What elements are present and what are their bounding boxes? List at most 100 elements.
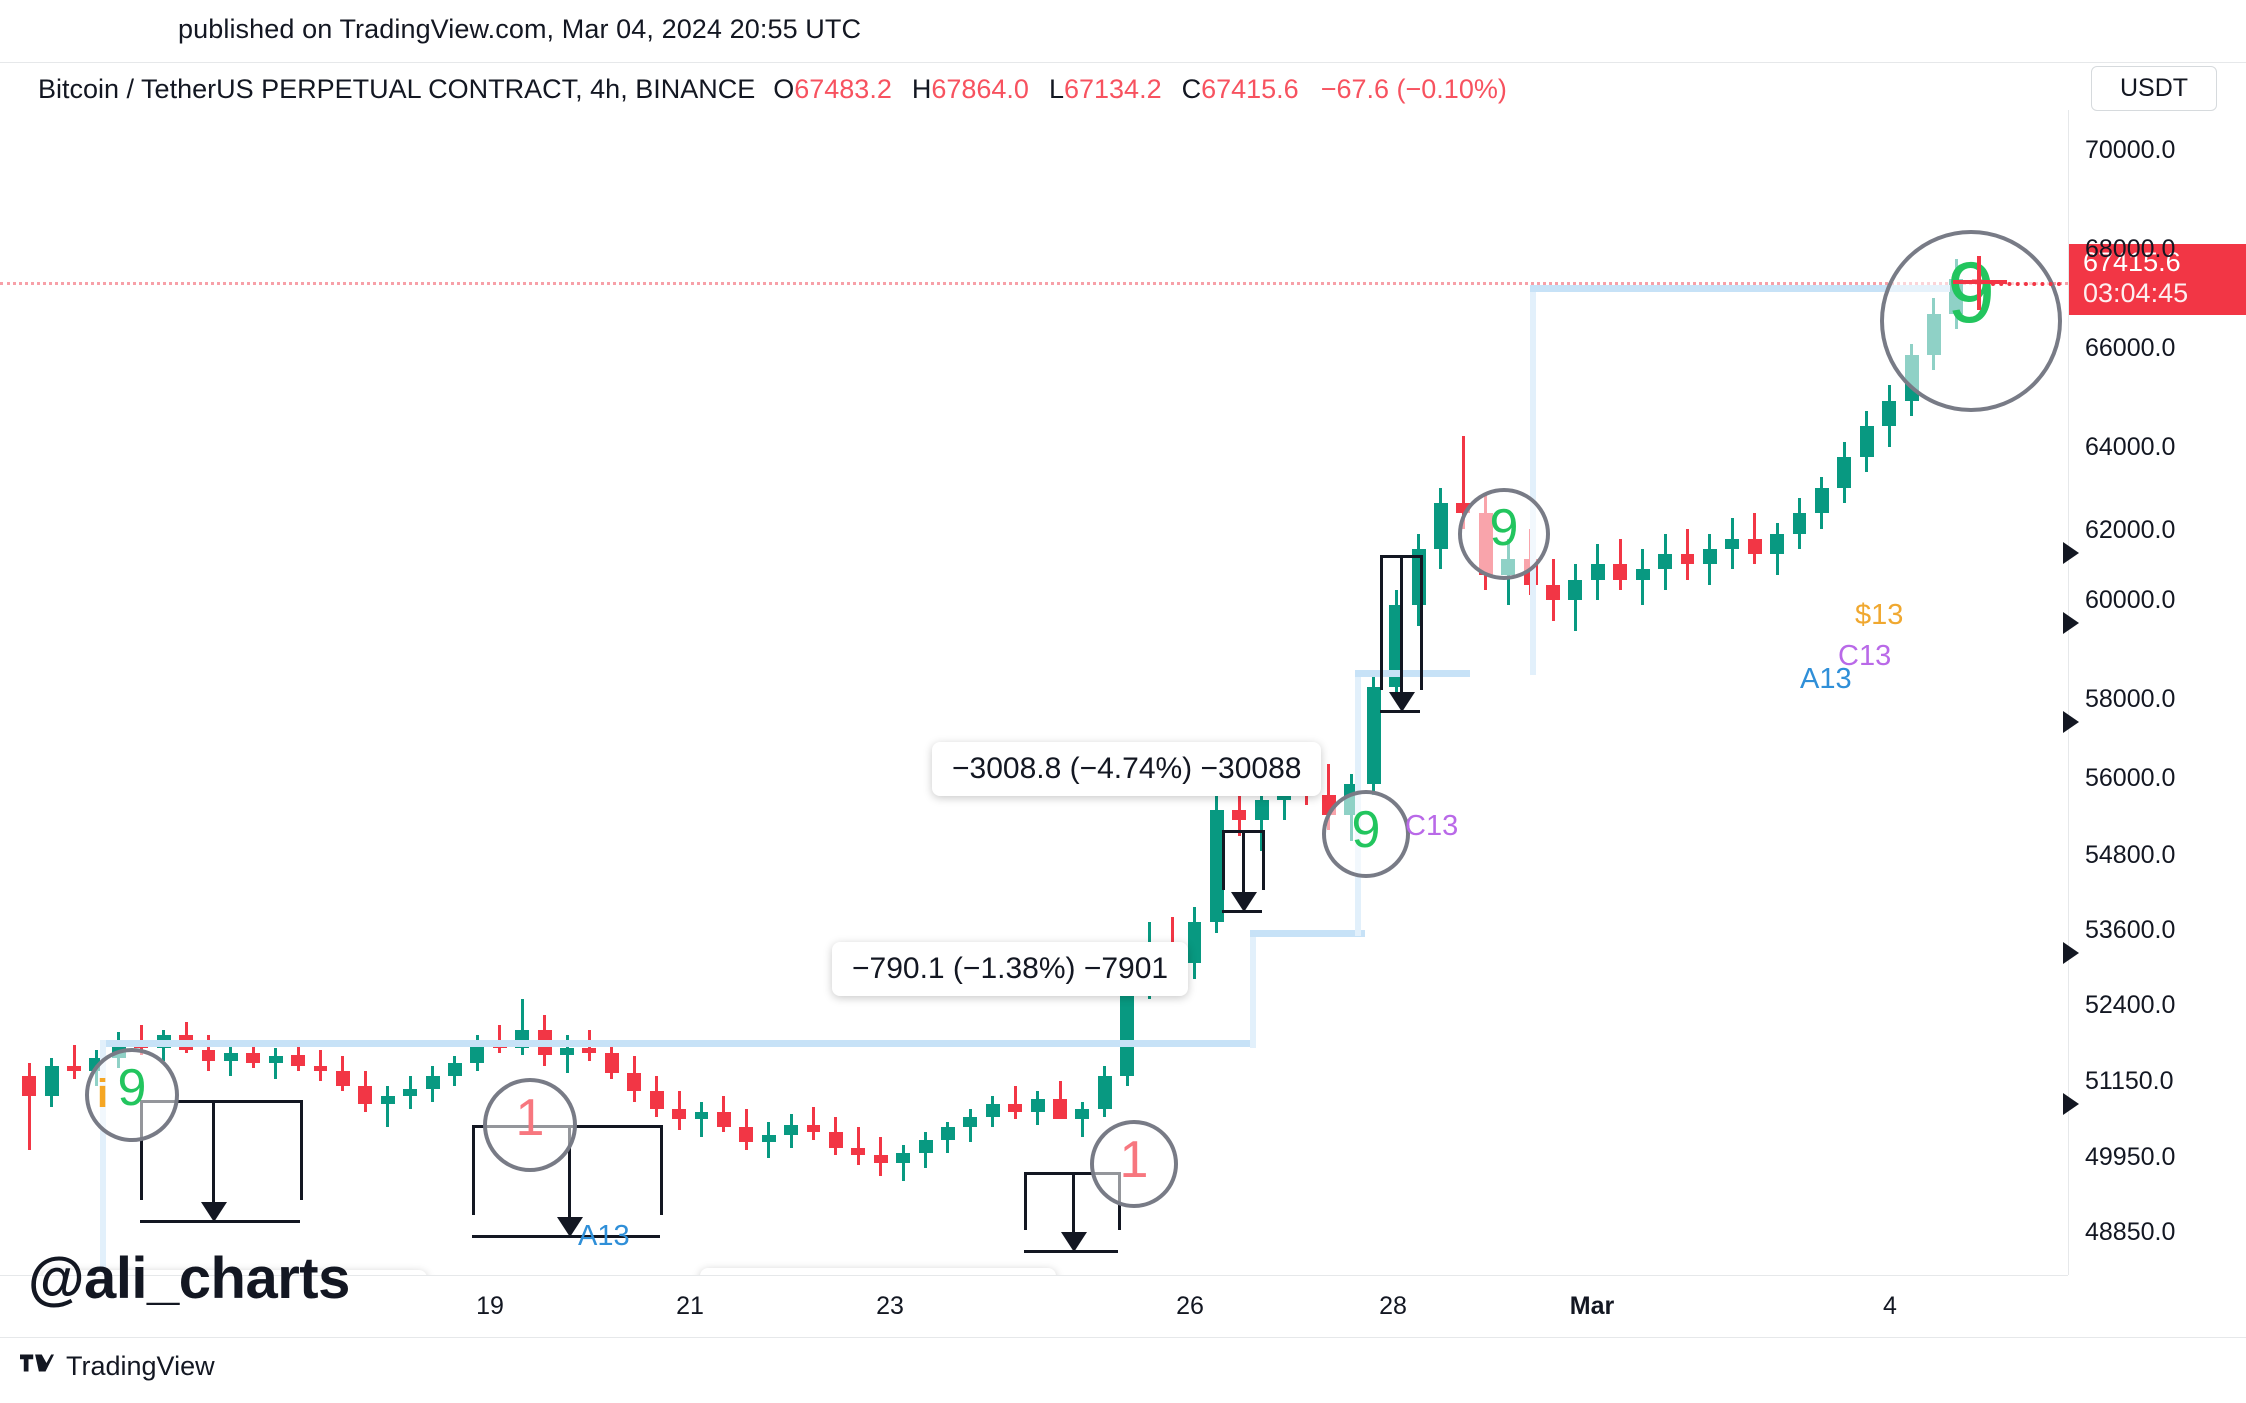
change-value: −67.6 (−0.10%) xyxy=(1320,74,1507,104)
time-axis[interactable]: 19 21 23 26 28 Mar 4 xyxy=(0,1275,2068,1337)
candlestick-bar xyxy=(223,1045,238,1076)
candlestick-bar xyxy=(918,1132,933,1169)
time-tick-26: 26 xyxy=(1176,1292,1204,1320)
candlestick-bar xyxy=(560,1035,574,1074)
price-tick-62000-0: 62000.0 xyxy=(2085,516,2176,544)
bracket-arrow-stem xyxy=(212,1100,215,1204)
price-tick-60000-0: 60000.0 xyxy=(2085,586,2176,614)
bracket-arrow-stem xyxy=(568,1125,571,1219)
measure-3008: −3008.8 (−4.74%) −30088 xyxy=(932,742,1322,796)
structure-line-segment xyxy=(1355,670,1470,677)
bracket-top-line xyxy=(140,1100,300,1103)
td-9-upper: 9 xyxy=(1458,488,1550,580)
time-tick-Mar: Mar xyxy=(1569,1292,1615,1320)
high-value: 67864.0 xyxy=(931,74,1029,104)
chart-legend-row: Bitcoin / TetherUS PERPETUAL CONTRACT, 4… xyxy=(0,62,2246,110)
price-axis[interactable]: USDT 67415.6 03:04:45 70000.0 68000.0 6600… xyxy=(2063,66,2246,1275)
open-value: 67483.2 xyxy=(794,74,892,104)
measure-905: −905.9 (−1.75%) −9059 xyxy=(700,1268,1057,1275)
low-value: 67134.2 xyxy=(1063,74,1162,104)
bracket-right-line xyxy=(1420,555,1423,690)
symbol-title[interactable]: Bitcoin / TetherUS PERPETUAL CONTRACT, 4… xyxy=(38,74,756,104)
price-scale-arrow-icon xyxy=(2063,542,2079,564)
close-value: 67415.6 xyxy=(1201,74,1299,104)
td-count-number: 9 xyxy=(1351,801,1381,859)
candlestick-bar xyxy=(1097,1065,1112,1117)
ohlc-high: H 67864.0 xyxy=(912,74,1029,105)
current-price-label: 67415.6 03:04:45 xyxy=(2069,244,2246,315)
bracket-arrow-icon xyxy=(1231,892,1257,912)
price-tick-54800-0: 54800.0 xyxy=(2085,841,2176,869)
candlestick-bar xyxy=(1814,477,1829,529)
candlestick-bar xyxy=(941,1122,955,1153)
price-tick-58000-0: 58000.0 xyxy=(2085,685,2176,713)
open-key: O xyxy=(773,74,795,104)
candlestick-bar xyxy=(1389,589,1404,698)
candlestick-bar xyxy=(627,1055,642,1102)
candlestick-bar xyxy=(1120,973,1135,1087)
bracket-left-line xyxy=(1380,555,1383,690)
time-tick-23: 23 xyxy=(876,1292,904,1320)
candlestick-bar xyxy=(403,1075,418,1110)
price-tick-51150-0: 51150.0 xyxy=(2085,1067,2174,1095)
candlestick-bar xyxy=(806,1106,821,1140)
candlestick-bar xyxy=(246,1040,261,1069)
candlestick-bar xyxy=(1882,385,1897,447)
td-label-c13: C13 xyxy=(1405,810,1459,842)
candlestick-bar xyxy=(649,1075,664,1117)
candlestick-bar xyxy=(1747,513,1762,565)
price-tick-68000-0: 68000.0 xyxy=(2085,235,2176,263)
candlestick-bar xyxy=(1232,769,1247,836)
candlestick-chart-canvas[interactable]: 9i1199913A13A13C13C13$13−2211.5 (−4.18%)… xyxy=(0,110,2068,1275)
candlestick-bar xyxy=(1546,559,1560,621)
candlestick-bar xyxy=(851,1127,866,1166)
low-key: L xyxy=(1048,74,1064,104)
td-9-top: 9 xyxy=(1880,230,2062,412)
price-tick-48850-0: 48850.0 xyxy=(2085,1218,2176,1246)
bar-countdown-timer: 03:04:45 xyxy=(2083,277,2189,308)
candlestick-bar xyxy=(604,1040,619,1079)
candlestick-bar xyxy=(1590,543,1605,601)
last-price-dotted-line xyxy=(0,282,2068,286)
time-tick-28: 28 xyxy=(1379,1292,1407,1320)
time-tick-19: 19 xyxy=(476,1292,504,1320)
candlestick-bar xyxy=(67,1045,81,1079)
price-scale-arrow-icon xyxy=(2063,1093,2079,1115)
candlestick-bar xyxy=(313,1050,328,1082)
candlestick-bar xyxy=(335,1055,350,1092)
bracket-arrow-stem xyxy=(1242,830,1245,894)
candlestick-bar xyxy=(963,1109,978,1143)
td-count-number: 1 xyxy=(1119,1131,1149,1189)
td-label-c13: C13 xyxy=(1838,640,1892,672)
measure-790: −790.1 (−1.38%) −7901 xyxy=(832,942,1189,996)
footer-bar: TradingView xyxy=(0,1337,2246,1403)
candlestick-bar xyxy=(1725,518,1740,570)
td-label-a13: A13 xyxy=(578,1220,630,1252)
tradingview-logo-icon xyxy=(20,1352,54,1381)
candlestick-bar xyxy=(358,1070,373,1112)
bracket-right-line xyxy=(660,1125,663,1215)
candlestick-bar xyxy=(515,999,530,1056)
bracket-arrow-stem xyxy=(1072,1172,1075,1234)
time-tick-21: 21 xyxy=(676,1292,704,1320)
structure-line-segment xyxy=(100,1040,106,1270)
bracket-left-line xyxy=(1222,830,1225,890)
price-scale-arrow-icon xyxy=(2063,711,2079,733)
candlestick-bar xyxy=(896,1145,911,1181)
candlestick-bar xyxy=(448,1055,462,1087)
tradingview-brand[interactable]: TradingView xyxy=(20,1351,215,1382)
time-tick-4: 4 xyxy=(1883,1292,1897,1320)
bracket-arrow-icon xyxy=(1389,692,1415,712)
candlestick-bar xyxy=(716,1096,731,1133)
measure-2211: −2211.5 (−4.18%) −22115 xyxy=(42,1270,427,1275)
candlestick-bar xyxy=(1568,564,1583,631)
currency-badge[interactable]: USDT xyxy=(2091,66,2218,111)
candlestick-bar xyxy=(828,1116,843,1156)
td-count-number: 1 xyxy=(515,1089,545,1147)
ohlc-close: C 67415.6 xyxy=(1182,74,1299,105)
candlestick-bar xyxy=(201,1035,216,1071)
candlestick-bar xyxy=(44,1058,59,1107)
candlestick-bar xyxy=(492,1024,507,1053)
candlestick-bar xyxy=(380,1086,395,1128)
info-icon: i xyxy=(97,1072,109,1116)
